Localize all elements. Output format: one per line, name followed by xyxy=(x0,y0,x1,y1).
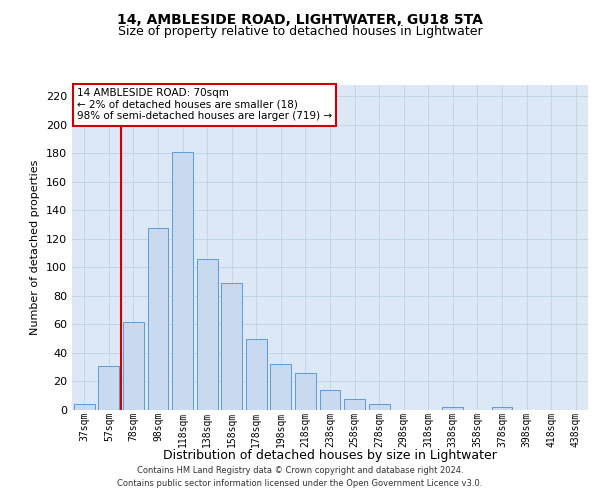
Bar xyxy=(344,398,365,410)
Bar xyxy=(221,283,242,410)
Bar xyxy=(295,373,316,410)
Text: Distribution of detached houses by size in Lightwater: Distribution of detached houses by size … xyxy=(163,448,497,462)
Bar xyxy=(271,364,292,410)
Bar xyxy=(246,338,267,410)
Bar xyxy=(172,152,193,410)
Bar xyxy=(148,228,169,410)
Bar xyxy=(123,322,144,410)
Bar xyxy=(320,390,340,410)
Bar xyxy=(368,404,389,410)
Y-axis label: Number of detached properties: Number of detached properties xyxy=(31,160,40,335)
Bar xyxy=(197,259,218,410)
Text: Size of property relative to detached houses in Lightwater: Size of property relative to detached ho… xyxy=(118,25,482,38)
Bar xyxy=(74,404,95,410)
Bar xyxy=(442,407,463,410)
Bar xyxy=(98,366,119,410)
Text: 14, AMBLESIDE ROAD, LIGHTWATER, GU18 5TA: 14, AMBLESIDE ROAD, LIGHTWATER, GU18 5TA xyxy=(117,12,483,26)
Text: 14 AMBLESIDE ROAD: 70sqm
← 2% of detached houses are smaller (18)
98% of semi-de: 14 AMBLESIDE ROAD: 70sqm ← 2% of detache… xyxy=(77,88,332,122)
Text: Contains HM Land Registry data © Crown copyright and database right 2024.
Contai: Contains HM Land Registry data © Crown c… xyxy=(118,466,482,487)
Bar xyxy=(491,407,512,410)
